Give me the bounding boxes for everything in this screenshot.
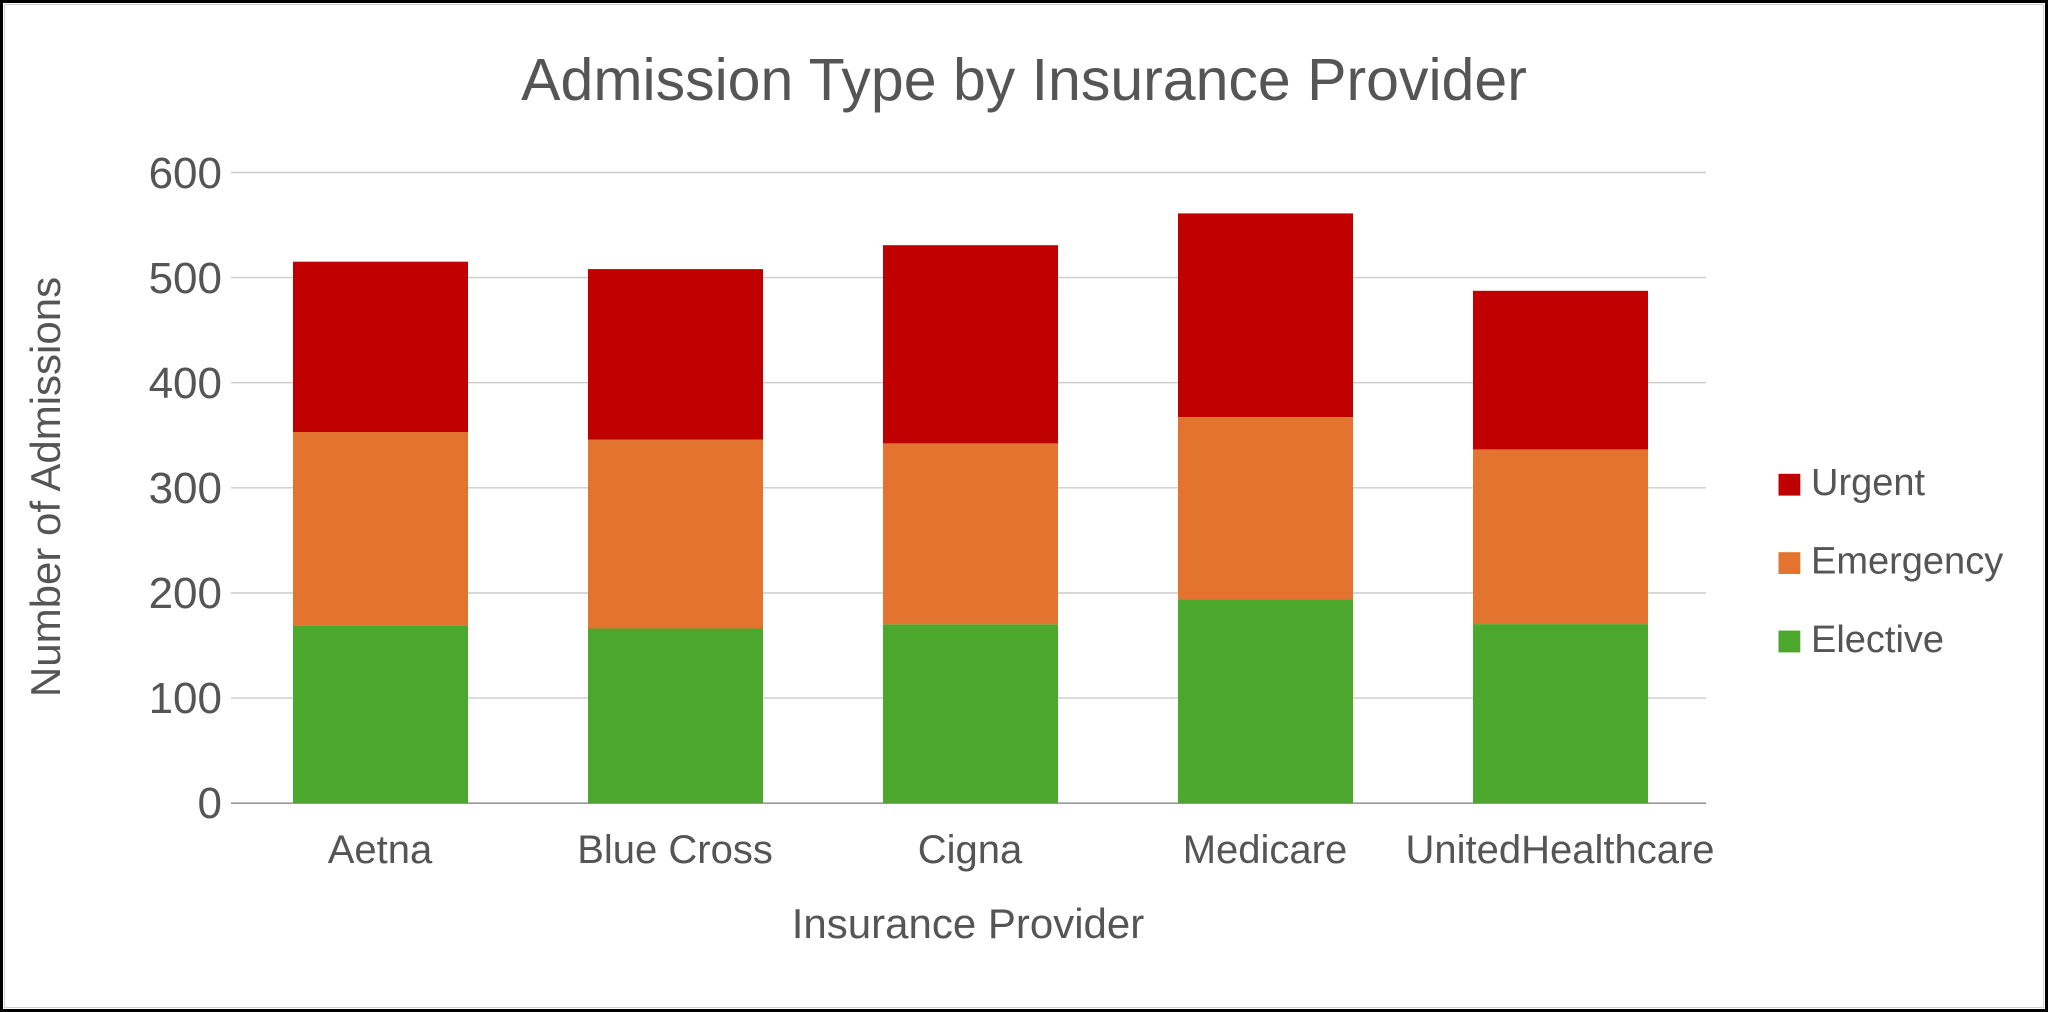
svg-text:400: 400 bbox=[149, 359, 222, 408]
svg-text:0: 0 bbox=[198, 779, 222, 828]
svg-text:600: 600 bbox=[149, 149, 222, 198]
svg-text:100: 100 bbox=[149, 674, 222, 723]
svg-text:Elective: Elective bbox=[1811, 619, 1944, 661]
svg-text:500: 500 bbox=[149, 254, 222, 303]
svg-text:UnitedHealthcare: UnitedHealthcare bbox=[1405, 828, 1714, 872]
svg-text:Urgent: Urgent bbox=[1811, 462, 1925, 504]
svg-text:Emergency: Emergency bbox=[1811, 540, 2003, 582]
svg-text:Blue Cross: Blue Cross bbox=[577, 828, 773, 872]
svg-text:Aetna: Aetna bbox=[328, 828, 433, 872]
svg-text:300: 300 bbox=[149, 464, 222, 513]
svg-text:Medicare: Medicare bbox=[1183, 828, 1348, 872]
svg-text:Insurance Provider: Insurance Provider bbox=[792, 900, 1145, 947]
svg-text:Number of Admissions: Number of Admissions bbox=[22, 277, 69, 697]
svg-text:200: 200 bbox=[149, 569, 222, 618]
svg-text:Cigna: Cigna bbox=[918, 828, 1023, 872]
